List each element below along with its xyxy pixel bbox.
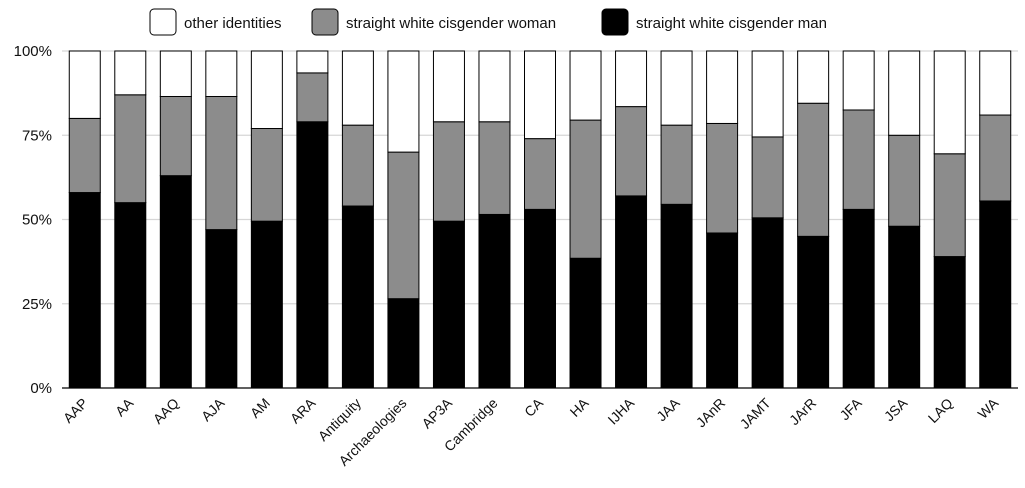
x-tick-label: JAnR — [693, 395, 729, 431]
bar-aja-other-identities — [205, 50, 238, 97]
legend-swatch — [149, 8, 177, 36]
bar-laq-straight-white-cisgender-man — [933, 256, 966, 389]
x-tick-label: JFA — [836, 394, 865, 423]
x-tick-label: JAMT — [737, 394, 774, 431]
bar-am-other-identities — [250, 50, 283, 130]
bar-jamt-straight-white-cisgender-woman — [751, 136, 784, 219]
bar-wa-other-identities — [979, 50, 1012, 116]
x-tick-label: ARA — [287, 394, 319, 426]
x-tick-label: LAQ — [925, 395, 956, 426]
bar-am-straight-white-cisgender-man — [250, 220, 283, 389]
x-tick-label: IJHA — [604, 394, 637, 427]
bar-aa-other-identities — [114, 50, 147, 96]
bar-ijha-straight-white-cisgender-woman — [615, 106, 648, 197]
y-tick-label: 100% — [14, 43, 52, 60]
legend-label: straight white cisgender man — [636, 15, 827, 32]
bar-jaa-straight-white-cisgender-man — [660, 203, 693, 389]
y-axis: 0% 25% 50% 75% 100% — [14, 43, 52, 397]
y-tick-label: 25% — [22, 296, 52, 313]
bar-ap3a-other-identities — [432, 50, 465, 123]
x-tick-label: AM — [247, 395, 273, 421]
bar-aja-straight-white-cisgender-woman — [205, 95, 238, 231]
legend-swatch — [601, 8, 629, 36]
bar-archaeologies-straight-white-cisgender-man — [387, 298, 420, 389]
bar-aa-straight-white-cisgender-man — [114, 202, 147, 389]
bar-janr-other-identities — [706, 50, 739, 124]
bar-jaa-other-identities — [660, 50, 693, 126]
bar-laq-other-identities — [933, 50, 966, 155]
legend-swatch — [311, 8, 339, 36]
x-tick-label: JAA — [653, 394, 683, 424]
bar-jarr-straight-white-cisgender-man — [797, 235, 830, 389]
x-tick-label: JArR — [786, 395, 819, 428]
bar-ha-straight-white-cisgender-man — [569, 257, 602, 389]
bar-cambridge-straight-white-cisgender-woman — [478, 121, 511, 215]
bar-aja-straight-white-cisgender-man — [205, 229, 238, 389]
bar-ca-straight-white-cisgender-woman — [524, 138, 556, 210]
bar-wa-straight-white-cisgender-woman — [979, 114, 1012, 202]
bar-ap3a-straight-white-cisgender-woman — [432, 121, 465, 222]
bar-antiquity-other-identities — [341, 50, 374, 126]
x-tick-label: AAQ — [150, 395, 182, 427]
bar-antiquity-straight-white-cisgender-woman — [341, 124, 374, 207]
bar-wa-straight-white-cisgender-man — [979, 200, 1012, 389]
bar-ca-other-identities — [524, 50, 556, 140]
bar-jaa-straight-white-cisgender-woman — [660, 124, 693, 205]
legend: other identities straight white cisgender… — [149, 8, 827, 36]
bar-ara-straight-white-cisgender-man — [296, 121, 329, 389]
bar-jarr-straight-white-cisgender-woman — [797, 102, 830, 237]
bar-aaq-other-identities — [159, 50, 192, 97]
bar-jarr-other-identities — [797, 50, 830, 104]
bar-archaeologies-other-identities — [387, 50, 420, 153]
legend-label: straight white cisgender woman — [346, 15, 556, 32]
bar-ara-other-identities — [296, 50, 329, 74]
bar-am-straight-white-cisgender-woman — [250, 128, 283, 222]
bar-jsa-other-identities — [888, 50, 921, 136]
y-tick-label: 0% — [30, 380, 52, 397]
bar-aap-straight-white-cisgender-man — [68, 192, 101, 389]
bars — [68, 50, 1012, 389]
x-tick-label: CA — [521, 394, 547, 420]
bar-aaq-straight-white-cisgender-man — [159, 175, 192, 389]
x-tick-label: JSA — [881, 394, 911, 424]
bar-janr-straight-white-cisgender-woman — [706, 122, 739, 234]
bar-aap-other-identities — [68, 50, 101, 119]
y-tick-label: 75% — [22, 127, 52, 144]
bar-ha-straight-white-cisgender-woman — [569, 119, 602, 259]
bar-aa-straight-white-cisgender-woman — [114, 94, 147, 204]
x-tick-label: AA — [112, 394, 137, 419]
bar-cambridge-straight-white-cisgender-man — [478, 213, 511, 389]
y-tick-label: 50% — [22, 212, 52, 229]
bar-jfa-other-identities — [842, 50, 875, 111]
bar-ijha-other-identities — [615, 50, 648, 108]
x-tick-label: HA — [567, 394, 593, 420]
bar-cambridge-other-identities — [478, 50, 511, 123]
bar-ara-straight-white-cisgender-woman — [296, 72, 329, 123]
bar-ap3a-straight-white-cisgender-man — [432, 220, 465, 389]
bar-archaeologies-straight-white-cisgender-woman — [387, 151, 420, 300]
bar-jfa-straight-white-cisgender-woman — [842, 109, 875, 210]
x-tick-label: AJA — [198, 394, 228, 424]
bar-ha-other-identities — [569, 50, 602, 121]
bar-aaq-straight-white-cisgender-woman — [159, 95, 192, 177]
bar-jsa-straight-white-cisgender-man — [888, 225, 921, 389]
x-tick-label: AP3A — [418, 394, 455, 431]
bar-ijha-straight-white-cisgender-man — [615, 195, 648, 389]
x-tick-label: AAP — [60, 395, 91, 426]
bar-jamt-other-identities — [751, 50, 784, 138]
bar-janr-straight-white-cisgender-man — [706, 232, 739, 389]
bar-laq-straight-white-cisgender-woman — [933, 153, 966, 258]
legend-label: other identities — [184, 15, 282, 32]
x-tick-label: WA — [974, 394, 1001, 421]
bar-jfa-straight-white-cisgender-man — [842, 208, 875, 389]
bar-jamt-straight-white-cisgender-man — [751, 217, 784, 389]
bar-aap-straight-white-cisgender-woman — [68, 117, 101, 194]
bar-jsa-straight-white-cisgender-woman — [888, 134, 921, 227]
bar-antiquity-straight-white-cisgender-man — [341, 205, 374, 389]
bar-ca-straight-white-cisgender-man — [524, 208, 556, 389]
